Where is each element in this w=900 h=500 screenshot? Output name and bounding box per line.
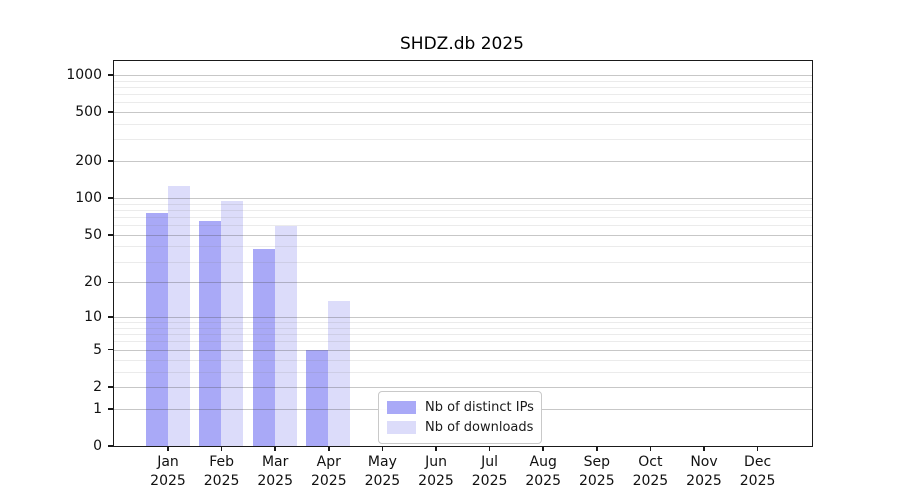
x-tick-label-mar: Mar 2025 [257,454,293,489]
chart-title: SHDZ.db 2025 [400,34,524,54]
plot-area: Nb of distinct IPs Nb of downloads 0 1 2 5 1… [66,60,813,489]
gridline-1000 [114,74,812,76]
y-tick-label-20: 20 [84,274,102,291]
bar-distinct-ips-feb [199,220,222,446]
gridline-minor-40 [114,246,812,248]
x-tick-label-jan: Jan 2025 [150,454,186,489]
y-tick-mark-10 [107,316,113,318]
x-tick-label-nov: Nov 2025 [686,454,722,489]
x-tick-label-dec: Dec 2025 [739,454,776,489]
x-tick-mark-jan [167,446,169,451]
x-tick-label-jul: Jul 2025 [471,454,508,489]
bar-downloads-jan [167,186,190,446]
gridline-minor-300 [114,139,812,141]
y-tick-mark-5 [107,348,113,351]
gridline-minor-8 [114,327,812,329]
y-tick-mark-50 [107,234,113,236]
x-tick-label-may: May 2025 [364,454,401,489]
bar-distinct-ips-apr [306,349,329,446]
gridline-minor-4 [114,359,812,361]
x-tick-mark-may [381,446,384,451]
x-tick-label-apr: Apr 2025 [310,454,347,489]
y-tick-label-10: 10 [84,309,102,326]
x-tick-label-sep: Sep 2025 [578,454,615,489]
gridline-minor-30 [114,261,812,263]
x-tick-mark-nov [703,446,705,451]
x-tick-mark-aug [542,446,544,451]
x-tick-mark-oct [649,446,652,451]
gridline-minor-80 [114,209,812,211]
gridline-100 [114,198,812,200]
y-tick-mark-200 [107,160,113,162]
x-tick-label-aug: Aug 2025 [525,454,561,489]
y-tick-mark-1000 [107,74,113,76]
y-tick-label-1000: 1000 [66,66,102,83]
y-tick-label-500: 500 [75,104,102,121]
gridline-minor-800 [114,86,812,88]
gridline-20 [114,282,812,284]
gridline-minor-7 [114,334,812,336]
gridline-500 [114,112,812,114]
gridline-minor-900 [114,80,812,82]
gridline-minor-700 [114,93,812,95]
gridline-minor-70 [114,216,812,218]
x-tick-mark-sep [596,446,598,451]
gridline-minor-3 [114,371,812,373]
y-tick-label-200: 200 [75,153,102,170]
x-tick-label-oct: Oct 2025 [632,454,669,489]
y-tick-label-2: 2 [93,378,102,395]
y-tick-label-1: 1 [93,400,102,417]
y-tick-mark-500 [107,111,113,113]
x-tick-mark-apr [328,446,330,451]
gridline-10 [114,317,812,319]
bar-distinct-ips-jan [145,213,168,446]
gridline-minor-600 [114,102,812,104]
y-tick-mark-0 [107,445,113,447]
legend-swatch-downloads [387,420,416,434]
x-tick-mark-dec [756,446,759,451]
x-tick-mark-jun [435,446,437,451]
gridline-minor-90 [114,203,812,205]
y-tick-label-50: 50 [84,226,102,243]
y-tick-label-5: 5 [93,341,102,358]
bar-downloads-apr [328,300,351,446]
y-tick-label-100: 100 [75,190,102,207]
gridline-minor-9 [114,322,812,324]
gridline-2 [114,386,812,388]
y-tick-mark-20 [107,281,113,284]
gridline-5 [114,349,812,351]
y-tick-mark-2 [107,386,113,388]
gridline-50 [114,234,812,236]
gridline-minor-60 [114,225,812,227]
legend-label-downloads: Nb of downloads [425,419,534,435]
legend-label-distinct-ips: Nb of distinct IPs [425,399,534,415]
x-tick-mark-feb [220,446,223,451]
y-tick-mark-1 [107,408,113,410]
y-tick-mark-100 [107,197,113,199]
x-tick-label-jun: Jun 2025 [418,454,454,489]
legend-item-downloads: Nb of downloads [387,417,533,437]
gridline-minor-6 [114,341,812,343]
bar-downloads-feb [221,200,244,446]
bar-distinct-ips-mar [252,249,275,446]
y-tick-label-0: 0 [93,438,102,454]
legend: Nb of distinct IPs Nb of downloads [378,391,542,444]
x-tick-mark-jul [488,446,491,451]
bar-downloads-mar [274,226,297,446]
x-tick-mark-mar [274,446,276,451]
legend-item-distinct-ips: Nb of distinct IPs [387,397,534,417]
gridline-200 [114,161,812,163]
gridline-minor-400 [114,123,812,125]
x-tick-label-feb: Feb 2025 [203,454,240,489]
legend-swatch-distinct-ips [387,400,416,414]
